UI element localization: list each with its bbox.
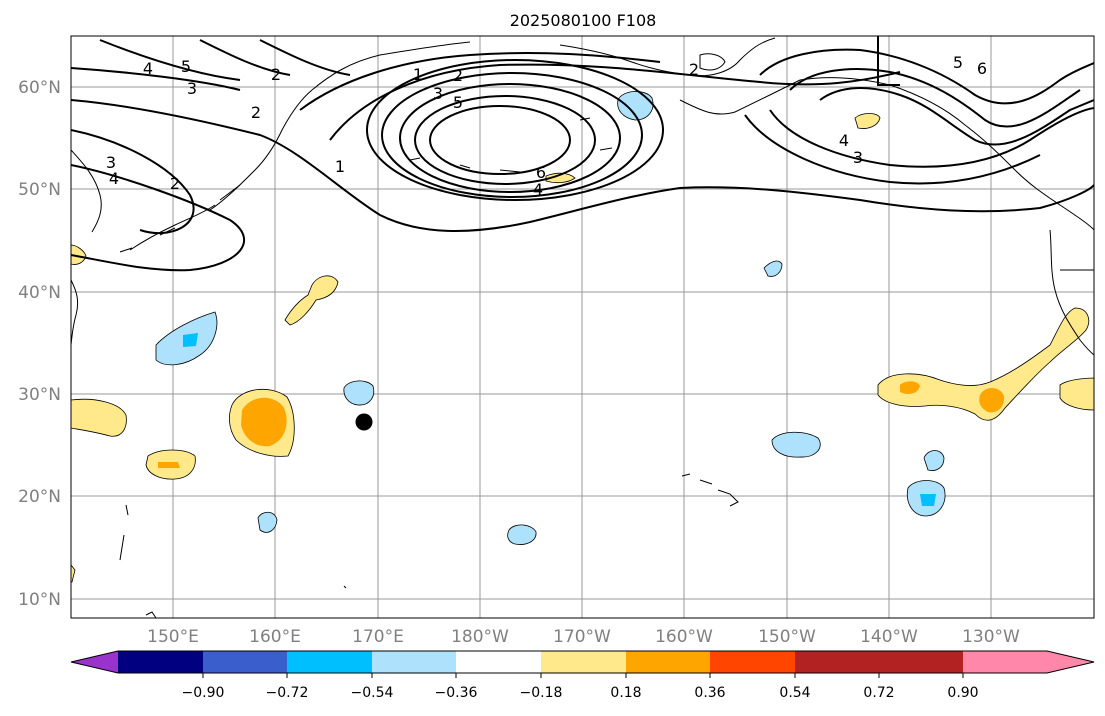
- lon-label: 150°W: [758, 627, 816, 647]
- lat-label: 40°N: [18, 283, 61, 303]
- contour-label: 2: [689, 60, 699, 79]
- contour-label: 6: [536, 163, 546, 182]
- lon-label: 160°E: [249, 627, 301, 647]
- contour-label: 1: [335, 157, 345, 176]
- colorbar: −0.90 −0.72 −0.54 −0.36 −0.18 0.18 0.36 …: [70, 650, 1095, 701]
- colorbar-segment: [795, 651, 879, 673]
- contour-label: 4: [109, 169, 119, 188]
- lat-label: 10°N: [18, 590, 61, 610]
- latitude-labels: 60°N 50°N 40°N 30°N 20°N 10°N: [18, 78, 61, 610]
- colorbar-extend-min: [71, 651, 118, 673]
- colorbar-tick-label: −0.54: [351, 685, 394, 701]
- colorbar-segment: [287, 651, 372, 673]
- map-title: 2025080100 F108: [510, 11, 657, 30]
- lat-label: 30°N: [18, 385, 61, 405]
- lat-label: 20°N: [18, 487, 61, 507]
- contour-label: 3: [853, 148, 863, 167]
- map-border: [70, 35, 1095, 619]
- lon-label: 170°W: [553, 627, 611, 647]
- colorbar-ticks: [202, 673, 964, 678]
- colorbar-segment: [203, 651, 287, 673]
- contour-label: 1: [413, 65, 423, 84]
- colorbar-tick-label: −0.90: [182, 685, 225, 701]
- lon-label: 180°W: [451, 627, 509, 647]
- colorbar-segment: [456, 651, 541, 673]
- contour-label: 3: [106, 153, 116, 172]
- longitude-labels: 150°E 160°E 170°E 180°W 170°W 160°W 150°…: [147, 627, 1020, 647]
- height-contours: [71, 36, 1094, 272]
- lon-label: 150°E: [147, 627, 199, 647]
- colorbar-segment: [372, 651, 456, 673]
- coastlines: [71, 37, 1094, 618]
- lon-label: 140°W: [860, 627, 918, 647]
- contour-label: 4: [839, 131, 849, 150]
- contour-label: 2: [453, 66, 463, 85]
- lon-label: 160°W: [655, 627, 713, 647]
- colorbar-outline: [70, 650, 1095, 674]
- contour-label: 3: [187, 79, 197, 98]
- colorbar-tick-label: 0.54: [779, 685, 810, 701]
- contour-label: 6: [977, 59, 987, 78]
- contour-label: 5: [181, 57, 191, 76]
- colorbar-tick-label: 0.36: [694, 685, 725, 701]
- contour-label: 5: [953, 53, 963, 72]
- contour-label: 5: [453, 93, 463, 112]
- colorbar-segment: [710, 651, 795, 673]
- colorbar-tick-label: −0.36: [435, 685, 478, 701]
- lon-label: 170°E: [352, 627, 404, 647]
- colorbar-tick-label: 0.90: [947, 685, 978, 701]
- graticule: [71, 36, 1094, 618]
- storm-center-marker: [355, 413, 373, 431]
- contour-label: 4: [143, 59, 153, 78]
- colorbar-tick-label: −0.72: [266, 685, 309, 701]
- colorbar-segment: [118, 651, 203, 673]
- colorbar-segment: [541, 651, 626, 673]
- contour-label: 2: [271, 65, 281, 84]
- colorbar-tick-label: 0.18: [610, 685, 641, 701]
- lon-label: 130°W: [962, 627, 1020, 647]
- contour-label: 4: [533, 180, 543, 199]
- colorbar-tick-label: −0.18: [520, 685, 563, 701]
- lat-label: 50°N: [18, 180, 61, 200]
- colorbar-segment: [879, 651, 963, 673]
- contour-label: 2: [251, 103, 261, 122]
- colorbar-tick-label: 0.72: [863, 685, 894, 701]
- contour-label: 3: [433, 84, 443, 103]
- colorbar-segment: [626, 651, 710, 673]
- contour-labels: 5 4 3 2 1 2 3 5 6 4 2 5 6 4 3 3 4 2 1 2: [106, 53, 987, 199]
- contour-label: 2: [170, 174, 180, 193]
- colorbar-tick-labels: −0.90 −0.72 −0.54 −0.36 −0.18 0.18 0.36 …: [182, 685, 979, 701]
- colorbar-extend-max: [963, 651, 1094, 673]
- anomaly-fills: [71, 91, 1094, 583]
- lat-label: 60°N: [18, 78, 61, 98]
